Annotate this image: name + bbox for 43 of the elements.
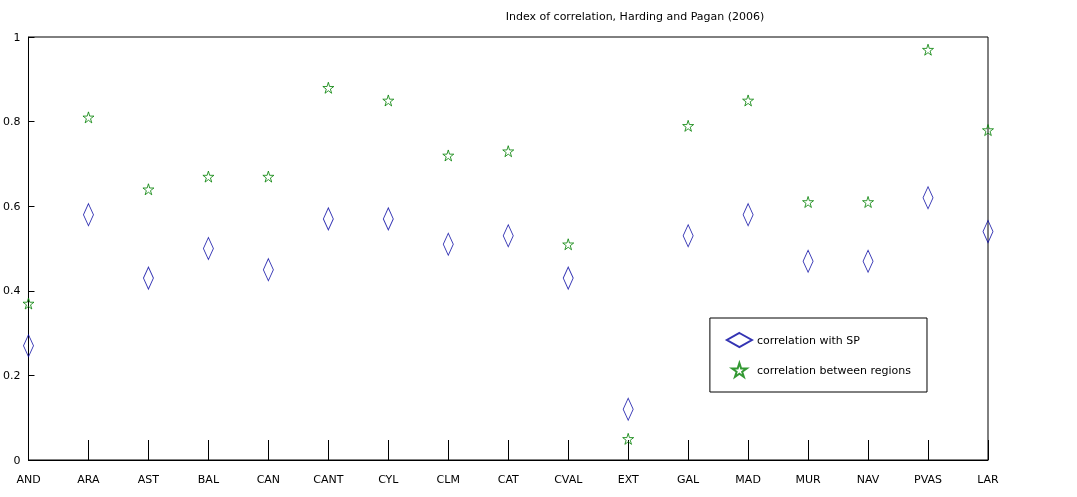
point [82,111,95,124]
x-tick-label: BAL [197,473,220,486]
y-tick-label: 0.4 [2,284,21,298]
y-tick-label: 1 [13,30,21,44]
x-tick-label: LAR [977,473,1000,486]
x-tick-label: CAN [256,473,281,486]
point [22,297,35,310]
point [922,43,935,56]
y-tick-label: 0.6 [2,199,21,213]
point [322,81,335,94]
legend-label: correlation between regions [756,363,912,377]
point [622,432,635,445]
x-tick-label: CAT [497,473,520,486]
x-tick-label: ARA [77,473,101,486]
x-tick-label: AST [137,473,160,486]
point [262,170,275,183]
y-tick-label: 0.8 [2,115,21,129]
point [502,145,515,158]
y-tick-label: 0 [13,453,21,467]
point [862,195,875,208]
x-tick-label: MUR [795,473,822,486]
x-tick-label: PVAS [914,473,943,486]
point [982,124,994,137]
point [142,183,155,196]
x-tick-label: GAL [677,473,701,486]
x-tick-label: CANT [313,473,344,486]
x-tick-label: CVAL [554,473,584,486]
x-tick-label: NAV [856,473,880,486]
point [202,170,215,183]
x-tick-label: CYL [378,473,400,486]
y-tick-label: 0.2 [2,368,21,382]
chart-title: Index of correlation, Harding and Pagan (2006) [505,10,765,23]
point [742,94,755,107]
x-tick-label: EXT [617,473,639,486]
point [382,94,395,107]
x-tick-label: CLM [436,473,460,486]
point [442,149,455,162]
point [682,119,695,132]
point [562,238,575,251]
legend-label: correlation with SP [756,333,861,347]
point [802,195,815,208]
x-tick-label: AND [16,473,41,486]
x-tick-label: MAD [735,473,761,486]
